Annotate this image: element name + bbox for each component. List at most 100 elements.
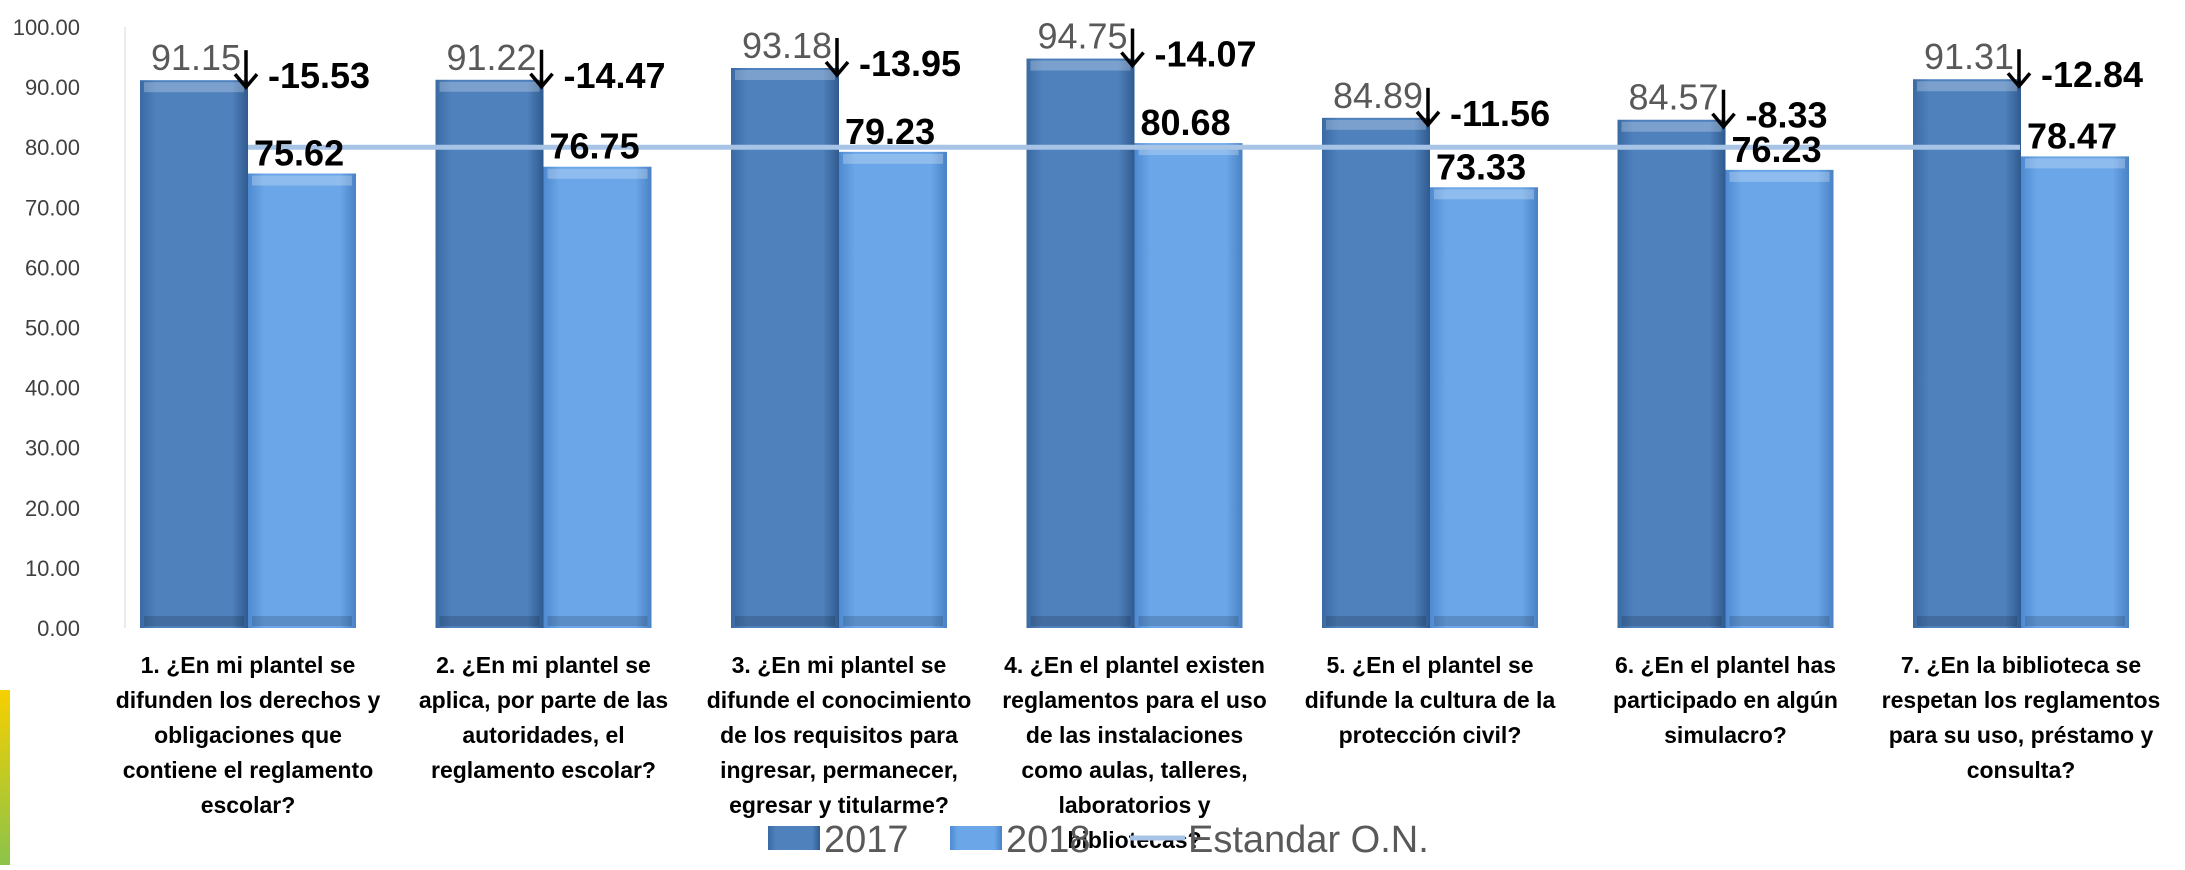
arrow-down-icon bbox=[1415, 87, 1441, 128]
data-label-2017: 91.31 bbox=[1924, 36, 2014, 77]
bar-2018-bevel-top bbox=[252, 175, 352, 186]
category-label: aplica, por parte de las bbox=[419, 687, 668, 713]
y-tick-label: 0.00 bbox=[37, 616, 80, 641]
bar-2017-bevel-bottom bbox=[1621, 616, 1722, 626]
bar-2018 bbox=[1725, 169, 1834, 628]
y-tick-label: 70.00 bbox=[25, 195, 80, 220]
y-tick-label: 40.00 bbox=[25, 376, 80, 401]
category-label: 5. ¿En el plantel se bbox=[1326, 652, 1533, 678]
bar-2017 bbox=[1322, 117, 1430, 628]
y-tick-label: 20.00 bbox=[25, 496, 80, 521]
data-label-2017: 93.18 bbox=[742, 25, 832, 66]
y-tick-label: 30.00 bbox=[25, 436, 80, 461]
bar-2017-bevel-top bbox=[1917, 81, 2017, 92]
category-label: ingresar, permanecer, bbox=[720, 757, 958, 783]
bar-2018 bbox=[543, 166, 652, 629]
data-label-2017: 84.57 bbox=[1628, 77, 1718, 118]
bar-2017 bbox=[1617, 119, 1726, 628]
bar-2018 bbox=[2021, 156, 2129, 628]
category-label: simulacro? bbox=[1664, 722, 1787, 748]
bar-2017-bevel-bottom bbox=[1917, 616, 2017, 626]
arrow-down-icon bbox=[1711, 89, 1736, 130]
bar-2017-bevel-top bbox=[1621, 121, 1722, 132]
bar-2017-bevel-top bbox=[144, 82, 244, 93]
bar-2018-bevel-bottom bbox=[1138, 616, 1239, 626]
legend-swatch-2018 bbox=[950, 826, 1002, 850]
left-edge-accent bbox=[0, 690, 10, 865]
bar-2018-bevel-bottom bbox=[1434, 616, 1534, 626]
difference-label: -15.53 bbox=[268, 55, 370, 96]
data-label-2018: 76.23 bbox=[1732, 129, 1822, 170]
y-tick-label: 60.00 bbox=[25, 255, 80, 280]
bar-2018 bbox=[839, 151, 947, 628]
bar-2018-bevel-top bbox=[1729, 171, 1830, 182]
category-label: contiene el reglamento bbox=[123, 757, 374, 783]
data-label-2017: 91.15 bbox=[151, 37, 241, 78]
bar-2018-bevel-bottom bbox=[843, 616, 943, 626]
category-label: consulta? bbox=[1967, 757, 2076, 783]
data-label-2018: 79.23 bbox=[845, 111, 935, 152]
bar-2017 bbox=[1026, 58, 1135, 629]
bar-2018-bevel-top bbox=[843, 153, 943, 164]
bar-2018-bevel-bottom bbox=[2025, 616, 2125, 626]
bar-2017-bevel-top bbox=[439, 81, 540, 92]
y-tick-label: 10.00 bbox=[25, 556, 80, 581]
category-label: escolar? bbox=[201, 792, 296, 818]
category-label: 1. ¿En mi plantel se bbox=[141, 652, 356, 678]
arrow-down-icon bbox=[529, 49, 554, 90]
category-label: difunde el conocimiento bbox=[707, 687, 972, 713]
bar-2018-bevel-bottom bbox=[1729, 616, 1830, 626]
category-label: 4. ¿En el plantel existen bbox=[1004, 652, 1265, 678]
data-label-2017: 84.89 bbox=[1333, 75, 1423, 116]
data-label-2018: 73.33 bbox=[1436, 146, 1526, 187]
bar-2018-bevel-top bbox=[1434, 189, 1534, 200]
bar-2017 bbox=[731, 67, 839, 628]
bar-2018-bevel-top bbox=[547, 168, 648, 179]
difference-label: -14.47 bbox=[564, 55, 666, 96]
bar-2017-bevel-bottom bbox=[735, 616, 835, 626]
category-label: para su uso, préstamo y bbox=[1889, 722, 2154, 748]
y-tick-label: 100.00 bbox=[13, 15, 80, 40]
bar-2018-bevel-top bbox=[2025, 158, 2125, 169]
arrow-down-icon bbox=[2006, 49, 2032, 89]
bar-2017-bevel-top bbox=[1326, 119, 1426, 130]
arrow-down-icon bbox=[233, 50, 259, 90]
category-label: 2. ¿En mi plantel se bbox=[436, 652, 651, 678]
bar-2017-bevel-bottom bbox=[1030, 616, 1131, 626]
category-label: 7. ¿En la biblioteca se bbox=[1901, 652, 2141, 678]
legend-swatch-2017 bbox=[768, 826, 820, 850]
category-label: de los requisitos para bbox=[720, 722, 958, 748]
bar-2017 bbox=[1913, 79, 2021, 628]
bar-2018 bbox=[1134, 143, 1243, 628]
category-label: 6. ¿En el plantel has bbox=[1615, 652, 1836, 678]
bar-2018-bevel-bottom bbox=[252, 616, 352, 626]
difference-label: -11.56 bbox=[1450, 93, 1550, 134]
arrow-down-icon bbox=[824, 37, 850, 78]
category-label: como aulas, talleres, bbox=[1021, 757, 1247, 783]
bar-2017-bevel-bottom bbox=[439, 616, 540, 626]
category-label: participado en algún bbox=[1613, 687, 1838, 713]
y-tick-label: 90.00 bbox=[25, 75, 80, 100]
bar-2017 bbox=[140, 80, 248, 629]
legend-label-2018: 2018 bbox=[1006, 819, 1091, 861]
category-label: protección civil? bbox=[1339, 722, 1522, 748]
data-label-2017: 94.75 bbox=[1037, 16, 1127, 57]
data-label-2018: 75.62 bbox=[254, 133, 344, 174]
category-label: egresar y titularme? bbox=[729, 792, 949, 818]
difference-label: -13.95 bbox=[859, 43, 961, 84]
bar-2018-bevel-bottom bbox=[547, 616, 648, 626]
bar-2018 bbox=[248, 173, 356, 628]
category-label: reglamentos para el uso bbox=[1002, 687, 1267, 713]
bar-2018-bevel-top bbox=[1138, 145, 1239, 156]
bar-2017-bevel-top bbox=[1030, 60, 1131, 71]
data-label-2018: 80.68 bbox=[1141, 102, 1231, 143]
legend-label-reference: Estandar O.N. bbox=[1188, 819, 1429, 861]
legend-label-2017: 2017 bbox=[824, 819, 909, 861]
category-label: 3. ¿En mi plantel se bbox=[732, 652, 947, 678]
category-label: autoridades, el bbox=[462, 722, 624, 748]
difference-label: -14.07 bbox=[1155, 34, 1257, 75]
data-label-2018: 78.47 bbox=[2027, 115, 2117, 156]
data-label-2017: 91.22 bbox=[446, 37, 536, 78]
bar-2018 bbox=[1430, 187, 1538, 629]
y-tick-label: 80.00 bbox=[25, 135, 80, 160]
